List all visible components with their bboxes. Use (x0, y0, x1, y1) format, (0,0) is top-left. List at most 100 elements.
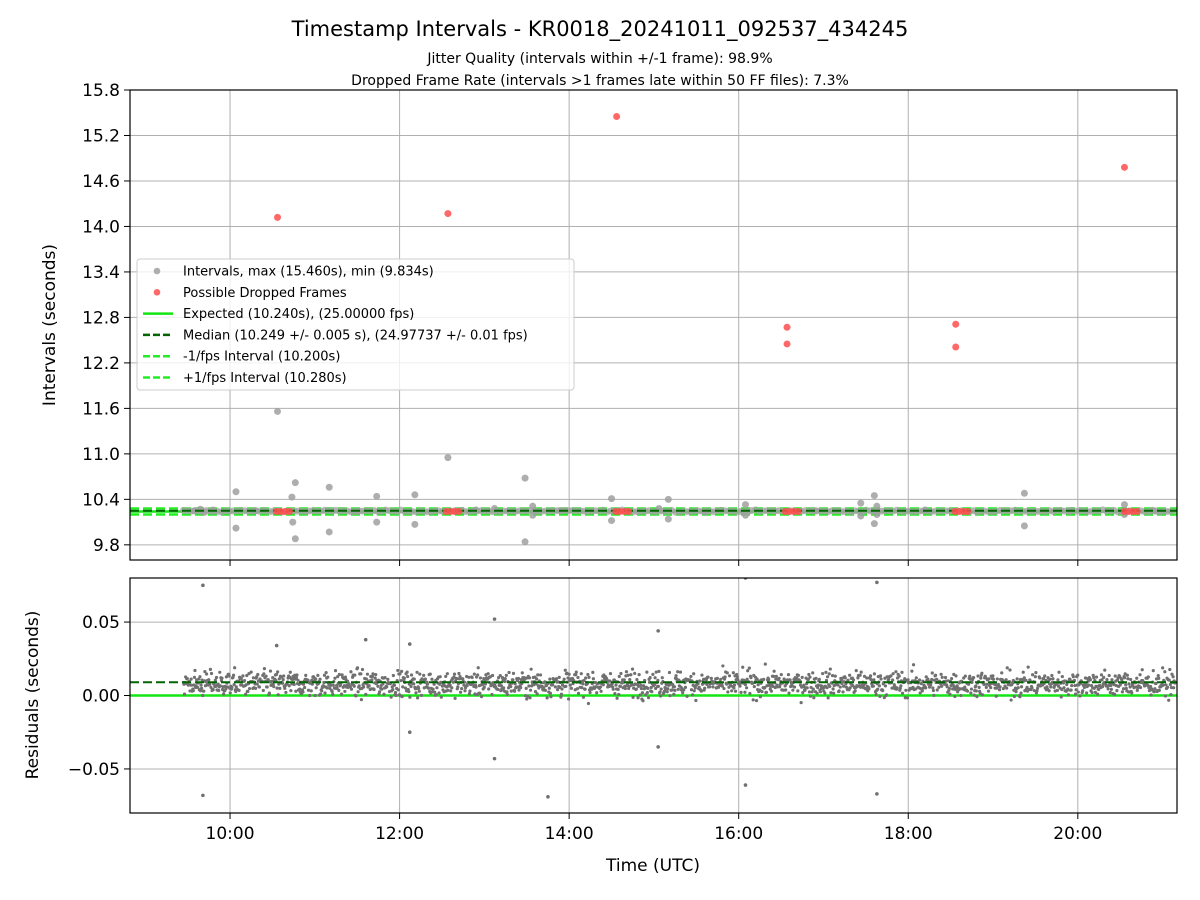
residual-point (1062, 686, 1066, 690)
residual-point (656, 678, 660, 682)
residual-point (816, 685, 820, 690)
residual-point (295, 673, 299, 677)
residual-point (509, 689, 513, 693)
residual-point (774, 674, 778, 678)
residual-point (745, 677, 749, 681)
residual-point (1110, 678, 1114, 682)
residual-point (899, 684, 903, 688)
residual-point (354, 694, 358, 698)
residual-point (871, 684, 875, 688)
residual-point (817, 677, 821, 681)
dropped-frame-point (1120, 163, 1128, 171)
residual-point (1152, 690, 1156, 694)
residual-point (825, 675, 830, 679)
residual-point (698, 679, 702, 683)
residual-point (1000, 671, 1004, 675)
residual-point (256, 672, 260, 677)
residual-point (984, 685, 988, 690)
residual-point (985, 682, 989, 686)
residual-point (744, 686, 749, 690)
residual-point (542, 686, 546, 690)
residual-point (468, 689, 472, 693)
y-tick-label-residuals: −0.05 (68, 760, 120, 780)
residual-point (989, 686, 993, 690)
residual-point (1082, 685, 1086, 690)
residual-point (968, 674, 972, 678)
y-tick-label-intervals: 14.0 (82, 217, 120, 237)
residual-point (191, 688, 195, 693)
y-tick-label-intervals: 10.4 (82, 490, 120, 510)
residual-point (1076, 673, 1080, 677)
residual-outlier-point (363, 637, 368, 642)
residual-point (676, 687, 680, 691)
residual-point (367, 684, 371, 688)
residual-point (975, 695, 979, 699)
residual-point (1129, 677, 1133, 682)
residual-point (412, 677, 416, 681)
residual-point (810, 690, 814, 694)
residual-point (894, 670, 898, 674)
residual-point (721, 664, 725, 668)
residual-point (711, 685, 715, 689)
residual-point (407, 690, 411, 694)
residual-point (969, 691, 973, 695)
residual-point (623, 686, 627, 691)
residual-point (268, 669, 273, 673)
residual-point (199, 686, 204, 690)
residual-point (646, 686, 650, 691)
residual-point (400, 694, 404, 699)
residual-point (394, 693, 398, 697)
residual-point (825, 686, 829, 690)
residual-point (881, 689, 885, 693)
residual-point (924, 686, 928, 690)
x-tick-label: 16:00 (714, 824, 763, 844)
residual-point (1154, 681, 1158, 686)
residual-point (310, 678, 314, 682)
legend-marker (153, 289, 161, 296)
residual-point (656, 684, 661, 688)
residual-point (318, 677, 322, 681)
residual-point (294, 676, 298, 680)
residual-point (503, 677, 507, 681)
residual-point (801, 691, 805, 695)
residual-point (639, 683, 643, 687)
residual-point (216, 682, 220, 686)
residual-point (507, 670, 511, 675)
residual-point (359, 672, 363, 676)
interval-point (190, 507, 198, 515)
residual-point (743, 683, 748, 687)
residual-point (982, 682, 986, 687)
residual-point (709, 676, 713, 680)
residual-point (672, 685, 676, 689)
residual-point (987, 677, 991, 681)
residual-point (182, 692, 187, 696)
x-tick-label: 10:00 (206, 824, 255, 844)
residual-point (924, 675, 928, 679)
residual-point (323, 691, 327, 695)
residual-point (1113, 692, 1117, 697)
interval-point (741, 511, 749, 519)
dropped-frame-point (964, 507, 972, 515)
residual-point (582, 678, 586, 683)
residual-point (608, 679, 612, 683)
residual-point (940, 675, 944, 679)
residual-point (1103, 668, 1107, 672)
residual-point (800, 675, 804, 680)
residual-point (1172, 686, 1176, 690)
residual-point (947, 686, 951, 691)
residual-point (203, 684, 208, 688)
residual-point (1087, 683, 1091, 687)
residual-point (719, 677, 723, 681)
residual-point (1151, 669, 1155, 673)
legend-label: -1/fps Interval (10.200s) (183, 350, 340, 365)
residual-point (703, 686, 707, 690)
residual-point (977, 685, 981, 689)
residual-point (666, 687, 670, 691)
residual-point (266, 678, 270, 682)
residual-point (437, 691, 441, 695)
residual-point (1100, 685, 1105, 689)
residual-point (352, 684, 356, 688)
residual-point (1042, 676, 1046, 681)
residual-point (799, 701, 803, 705)
residual-point (1140, 668, 1144, 672)
